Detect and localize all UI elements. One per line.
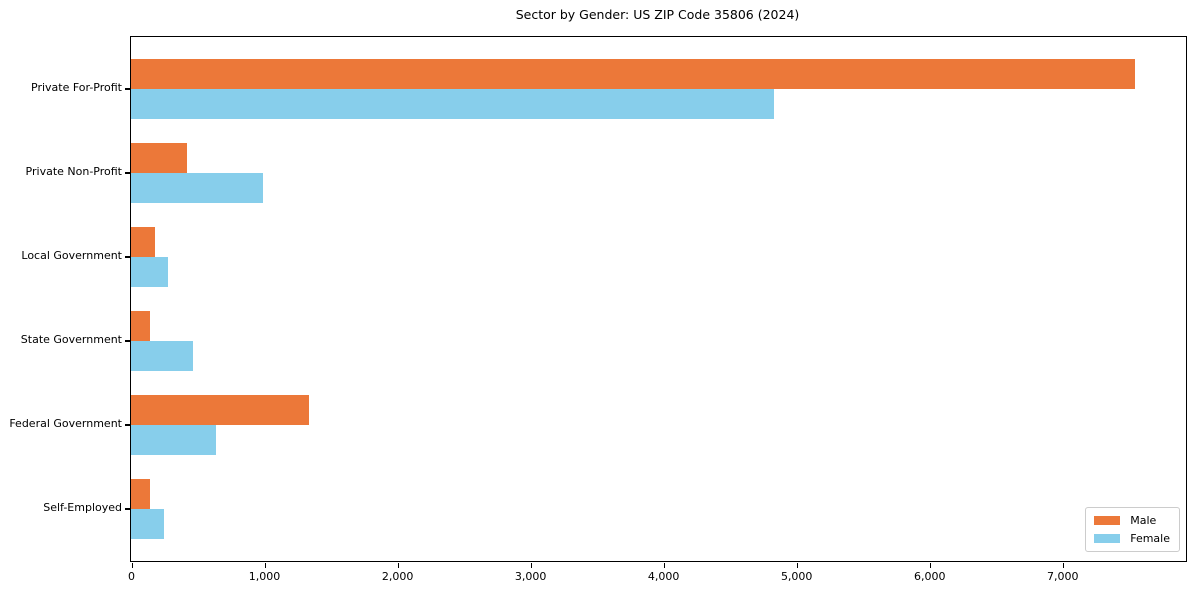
y-axis-tick <box>125 340 130 342</box>
bar-female-state-government <box>131 341 193 371</box>
bar-male-private-for-profit <box>131 59 1136 89</box>
x-axis-tick-label: 3,000 <box>514 570 547 583</box>
bar-female-federal-government <box>131 425 217 455</box>
y-axis-tick <box>125 256 130 258</box>
x-axis-tick <box>131 563 133 568</box>
x-axis-tick-label: 4,000 <box>647 570 680 583</box>
y-axis-tick <box>125 172 130 174</box>
y-axis-label: State Government <box>20 333 122 346</box>
x-axis-tick-label: 5,000 <box>780 570 813 583</box>
y-axis-label: Local Government <box>21 249 122 262</box>
x-axis-tick-label: 0 <box>128 570 135 583</box>
legend-entry-female: Female <box>1094 532 1170 545</box>
bar-female-private-for-profit <box>131 89 774 119</box>
legend-label: Female <box>1130 532 1170 545</box>
y-axis-label: Federal Government <box>9 417 122 430</box>
x-axis-tick <box>796 563 799 568</box>
bar-male-state-government <box>131 311 150 341</box>
legend-entry-male: Male <box>1094 514 1170 527</box>
bar-female-private-non-profit <box>131 173 263 203</box>
y-axis-tick <box>125 88 130 90</box>
x-axis-tick-label: 7,000 <box>1047 570 1079 583</box>
legend-swatch-female <box>1094 534 1121 543</box>
bar-female-local-government <box>131 257 168 287</box>
legend-label: Male <box>1130 514 1157 527</box>
x-axis-tick <box>929 563 932 568</box>
bar-male-self-employed <box>131 479 151 509</box>
y-axis-label: Private For-Profit <box>31 81 122 94</box>
y-axis-label: Self-Employed <box>43 501 122 514</box>
bar-female-self-employed <box>131 509 164 539</box>
y-axis-tick <box>125 508 130 510</box>
legend-swatch-male <box>1094 516 1121 525</box>
legend: Male Female <box>1085 507 1180 552</box>
x-axis-tick <box>397 563 400 568</box>
bar-male-federal-government <box>131 395 310 425</box>
x-axis-tick <box>530 563 533 568</box>
y-axis-label: Private Non-Profit <box>25 165 122 178</box>
y-axis-tick <box>125 424 130 426</box>
x-axis-tick <box>663 563 666 568</box>
x-axis-tick <box>1062 563 1065 568</box>
x-axis-tick-label: 6,000 <box>913 570 946 583</box>
chart-title: Sector by Gender: US ZIP Code 35806 (202… <box>515 7 800 22</box>
x-axis-tick-label: 2,000 <box>381 570 414 583</box>
bar-male-private-non-profit <box>131 143 187 173</box>
x-axis-tick <box>264 563 267 568</box>
bar-male-local-government <box>131 227 155 257</box>
x-axis-tick-label: 1,000 <box>248 570 281 583</box>
plot-area <box>130 36 1187 562</box>
